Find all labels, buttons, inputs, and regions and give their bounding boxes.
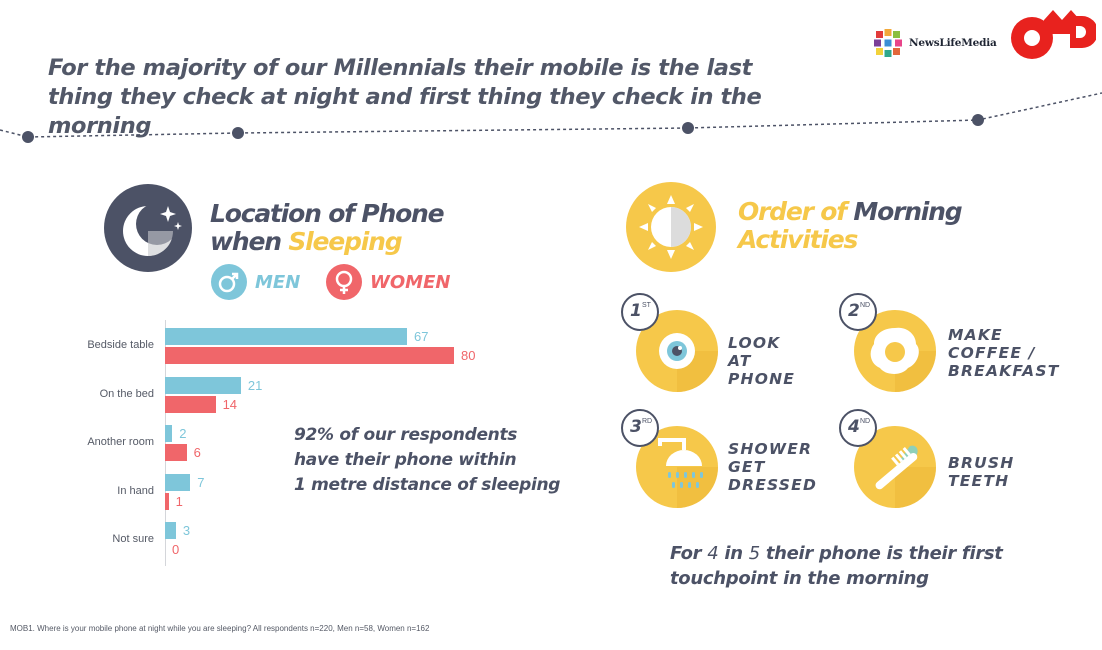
value-label-women: 6 [193,445,201,460]
category-label: Bedside table [87,339,154,351]
page-headline: For the majority of our Millennials thei… [48,55,762,139]
rank-badge-1 [621,293,659,331]
shower-icon [636,426,718,508]
morning-stat: For 4 in 5 their phone is their first to… [670,541,1003,591]
activity-2: 2 ND MAKE COFFEE / BREAKFAST [838,292,1068,402]
location-stat: 92% of our respondents have their phone … [294,423,560,498]
morning-title-line2: Activities [738,225,858,254]
category-label: On the bed [99,387,154,400]
moon-stars-icon [104,184,192,272]
activity-label-1: LOOK AT PHONE [728,334,796,388]
value-label-women: 80 [461,348,476,363]
activity-label-4: BRUSH TEETH [948,454,1015,490]
morning-stat-num1: 4 [707,543,719,564]
category-label: Another room [87,436,154,448]
legend-men: MEN [211,264,300,300]
rank-badge-2 [839,293,877,331]
activity-3: 3 RD SHOWER GET DRESSED [620,408,820,518]
location-title-line2: when Sleeping [210,228,443,256]
value-label-men: 67 [414,329,429,344]
morning-stat-num2: 5 [748,543,760,564]
location-stat-line2: have their phone within [294,450,517,470]
morning-stat-line2: touchpoint in the morning [670,568,929,589]
location-title-when: when [210,227,289,256]
female-symbol-icon [326,264,362,300]
location-stat-line1: 92% of our respondents [294,425,518,445]
bar-men [165,376,241,394]
bar-men [165,425,173,442]
newslifemedia-grid-icon [872,27,904,59]
activity-label-2: MAKE COFFEE / BREAKFAST [948,326,1060,380]
bar-women [165,347,454,364]
morning-stat-line1: For 4 in 5 their phone is their first [670,541,1003,566]
newslifemedia-logo: NewsLifeMedia [871,26,997,60]
rank-number-4: 4 [848,417,860,437]
rank-number-3: 3 [630,417,642,437]
morning-stat-suffix: their phone is their first [759,543,1003,564]
morning-title-morning: Morning [853,197,962,226]
rank-suffix-2: ND [860,302,871,309]
activity-1: 1 ST LOOK AT PHONE [620,292,810,402]
value-label-women: 14 [222,396,238,412]
location-title: Location of Phone when Sleeping [210,199,445,256]
value-label-men: 7 [197,474,205,490]
morning-stat-mid: in [718,543,749,564]
activity-4: 4 ND BRUSH TEETH [838,408,1038,518]
bar-men [165,473,191,491]
sun-icon [626,182,716,272]
legend-women-label: WOMEN [370,271,451,293]
rank-badge-3 [621,409,659,447]
chart-y-axis [165,320,166,566]
legend-women: WOMEN [326,264,450,300]
omd-logo [1011,10,1096,59]
morning-title: Order of Morning Activities [738,197,963,254]
toothbrush-icon [854,426,936,508]
male-symbol-icon [211,264,247,300]
value-label-men: 2 [179,426,187,441]
value-label-men: 3 [182,523,191,538]
value-label-women: 0 [172,542,180,557]
location-stat-line3: 1 metre distance of sleeping [294,475,561,495]
fried-egg-icon [854,310,936,392]
activity-label-3: SHOWER GET DRESSED [728,440,818,494]
dotted-timeline [0,92,1102,143]
value-label-women: 1 [175,493,183,509]
location-bar-chart: Bedside table 67 80 On the bed 21 14 Another r… [0,320,520,570]
bar-women [165,395,216,413]
morning-title-order: Order of [738,197,854,226]
bar-women [165,444,187,461]
bar-men [165,522,176,539]
rank-suffix-4: ND [860,418,871,425]
legend-men-label: MEN [255,271,301,293]
location-title-line1: Location of Phone [210,199,445,228]
rank-suffix-1: ST [642,302,651,309]
rank-badge-4 [839,409,877,447]
value-label-men: 21 [247,377,263,393]
morning-stat-prefix: For [670,543,708,564]
rank-suffix-3: RD [642,418,653,425]
footnote: MOB1. Where is your mobile phone at nigh… [10,624,430,633]
bar-men [165,328,408,345]
category-label: In hand [117,484,154,497]
bar-women [165,492,169,510]
rank-number-2: 2 [848,301,860,321]
morning-title-line1: Order of Morning [738,197,963,226]
eye-icon [636,310,718,392]
rank-number-1: 1 [630,301,642,321]
location-title-sleeping: Sleeping [288,227,402,256]
category-label: Not sure [112,533,154,545]
newslifemedia-wordmark: NewsLifeMedia [909,37,997,49]
